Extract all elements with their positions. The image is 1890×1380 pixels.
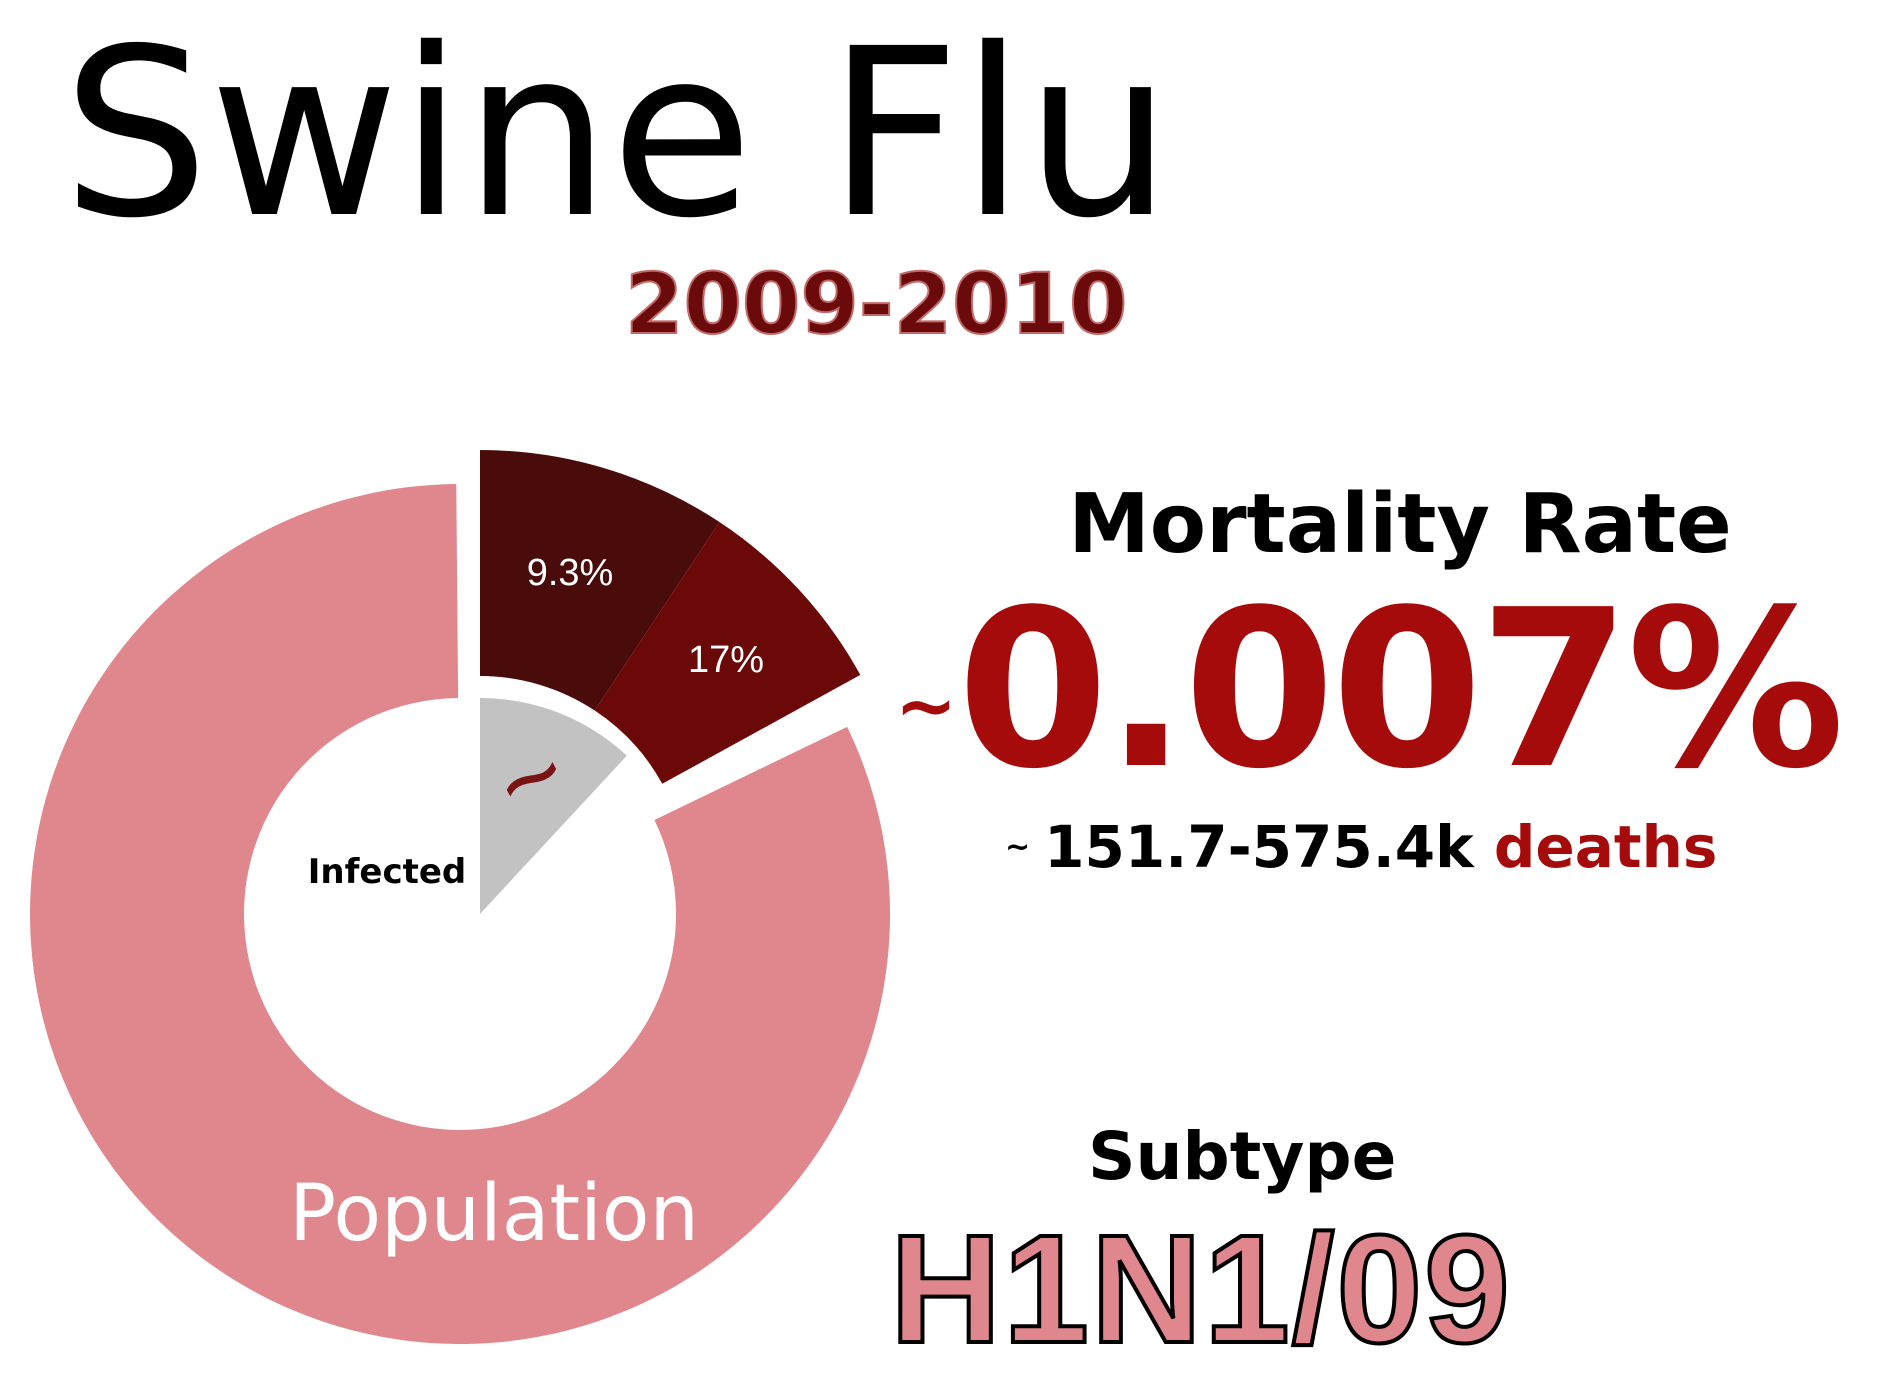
inner-infected-wedge xyxy=(480,698,627,914)
mortality-value: 0.007% xyxy=(957,564,1845,817)
deaths-range: 151.7-575.4k xyxy=(1044,813,1474,881)
subtype-value: H1N1/09 xyxy=(888,1203,1512,1375)
infected-slice-9-3 xyxy=(480,450,720,711)
years-subtitle: 2009-2010 xyxy=(624,255,1128,353)
chart-slices xyxy=(30,450,891,1345)
infected-slice-17 xyxy=(594,522,861,784)
population-slice xyxy=(30,484,891,1345)
deaths-word: deaths xyxy=(1493,813,1718,881)
deaths-row: ~151.7-575.4k deaths xyxy=(1005,818,1717,876)
mortality-heading: Mortality Rate xyxy=(1068,477,1732,572)
mortality-approx-sign: ~ xyxy=(895,663,958,749)
population-label: Population xyxy=(289,1169,699,1259)
infected-label: Infected xyxy=(308,852,467,892)
mortality-value-row: ~0.007% xyxy=(895,582,1845,800)
slice-label-9-3: 9.3% xyxy=(527,552,614,594)
deaths-approx-sign: ~ xyxy=(1005,830,1031,865)
main-title: Swine Flu xyxy=(62,0,1172,269)
slice-label-17: 17% xyxy=(688,639,764,681)
subtype-heading: Subtype xyxy=(1088,1118,1397,1195)
infection-donut-chart: 9.3% 17% ~ Infected Population xyxy=(30,450,891,1345)
